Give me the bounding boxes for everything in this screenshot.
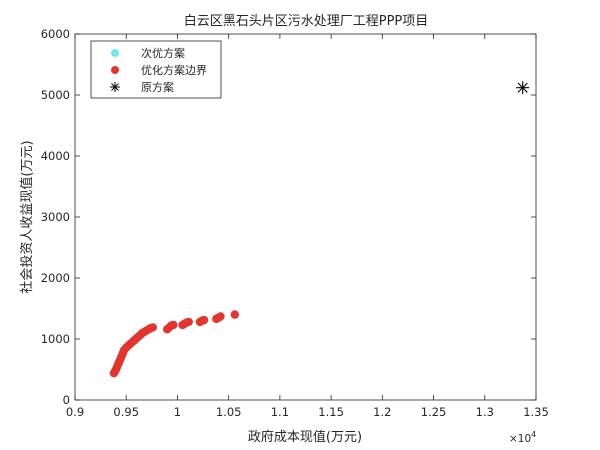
x-tick-label: 1.25 — [421, 405, 447, 419]
x-tick-label: 1.3 — [476, 405, 494, 419]
y-tick-label: 5000 — [41, 88, 70, 102]
x-tick-label: 1.35 — [523, 405, 549, 419]
optimized-boundary-point — [199, 315, 209, 325]
optimized-boundary-point — [148, 323, 158, 332]
optimized-boundary-point — [216, 312, 225, 321]
chart-title: 白云区黑石头片区污水处理厂工程PPP项目 — [184, 13, 429, 29]
x-tick-label: 1.15 — [318, 405, 344, 419]
y-tick-label: 0 — [63, 393, 70, 407]
x-tick-label: 1.1 — [271, 405, 289, 419]
legend-marker-original — [110, 82, 120, 92]
original-plan-point — [516, 81, 530, 95]
x-tick-label: 1 — [174, 405, 181, 419]
x-axis-exponent: ×104 — [509, 430, 536, 445]
x-tick-label: 0.95 — [113, 405, 139, 419]
y-tick-label: 2000 — [41, 271, 70, 285]
optimized-boundary-point — [184, 317, 193, 327]
legend-marker-optimized — [111, 66, 119, 74]
y-tick-label: 4000 — [41, 149, 70, 163]
x-axis-ticks: 0.9 0.95 1 1.05 1.1 1.15 1.2 1.25 1.3 1.35 — [66, 34, 549, 419]
legend-label-suboptimal: 次优方案 — [141, 46, 185, 60]
y-axis-ticks: 0 1000 2000 3000 4000 5000 6000 — [41, 27, 536, 407]
optimized-boundary-point — [230, 310, 240, 319]
optimized-boundary-point — [169, 320, 178, 330]
legend-label-optimized: 优化方案边界 — [141, 63, 207, 77]
y-axis-label: 社会投资人收益现值(万元) — [19, 140, 35, 293]
x-axis-exponent-power: 4 — [531, 430, 536, 439]
x-tick-label: 0.9 — [66, 405, 84, 419]
y-tick-label: 1000 — [41, 332, 70, 346]
x-tick-label: 1.05 — [216, 405, 242, 419]
y-tick-label: 3000 — [41, 210, 70, 224]
y-tick-label: 6000 — [41, 27, 70, 41]
x-axis-exponent-base: ×10 — [509, 433, 531, 445]
x-axis-label: 政府成本现值(万元) — [248, 429, 362, 445]
x-tick-label: 1.2 — [373, 405, 391, 419]
legend-marker-suboptimal — [111, 49, 119, 57]
data-marks — [109, 81, 530, 378]
legend-label-original: 原方案 — [141, 80, 174, 94]
legend: 次优方案 优化方案边界 原方案 — [90, 40, 222, 99]
